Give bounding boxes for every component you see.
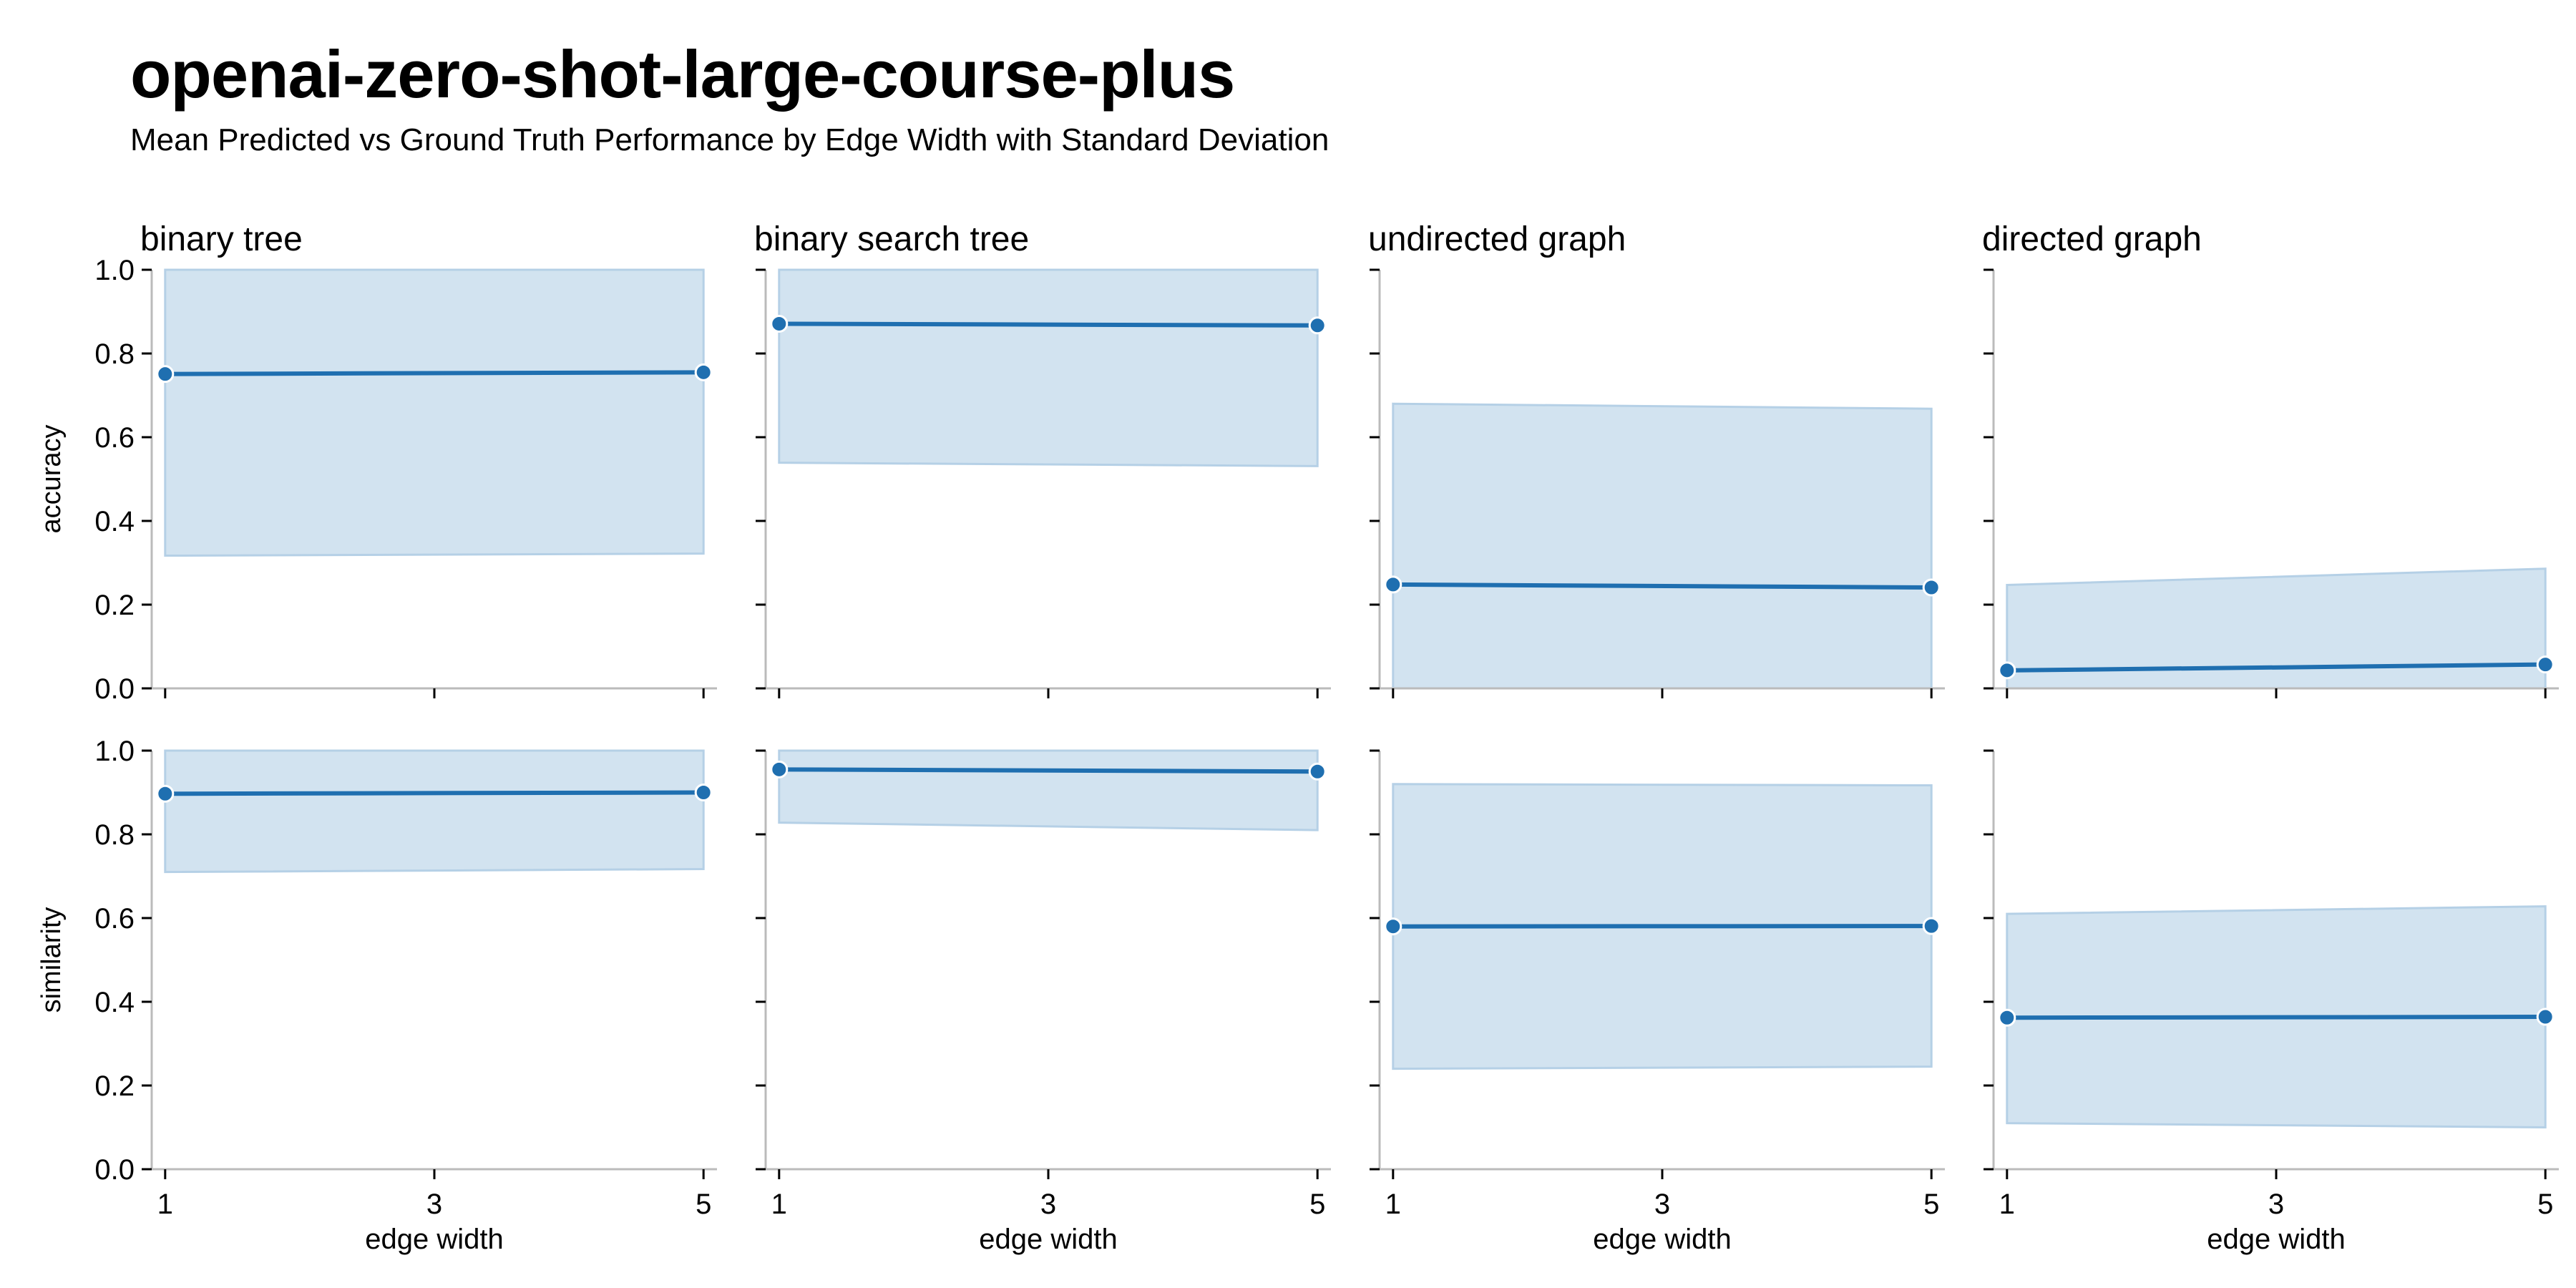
x-axis-label: edge width (979, 1224, 1117, 1255)
y-tick-label: 0.0 (94, 673, 135, 705)
mean-point (694, 784, 713, 801)
y-tick-label: 0.2 (94, 1070, 135, 1102)
x-tick-label: 5 (1923, 1189, 1939, 1220)
mean-point (1998, 661, 2016, 680)
mean-point (1384, 917, 1402, 936)
mean-point (1922, 917, 1941, 935)
mean-line (779, 321, 1318, 328)
facet-panel-similarity-undirected-graph (1370, 749, 1945, 1179)
facet-panel-accuracy-directed-graph (1984, 268, 2559, 698)
mean-point (770, 314, 789, 333)
y-tick-label: 0.4 (94, 506, 135, 537)
y-tick-label: 0.8 (94, 338, 135, 370)
mean-point (1998, 1008, 2016, 1027)
y-axis-label-accuracy: accuracy (36, 424, 67, 533)
facet-title-directed-graph: directed graph (1982, 220, 2202, 258)
y-tick-label: 1.0 (94, 255, 135, 286)
mean-line (165, 370, 704, 376)
mean-line (2006, 1015, 2546, 1020)
mean-point (156, 784, 175, 803)
mean-point (2536, 655, 2555, 674)
mean-point (1922, 578, 1941, 597)
x-tick-label: 5 (2537, 1189, 2553, 1220)
x-tick-label: 1 (771, 1189, 787, 1220)
mean-line (165, 790, 704, 796)
std-band (164, 268, 705, 557)
chart-title: openai-zero-shot-large-course-plus (130, 36, 1235, 112)
y-tick-label: 0.0 (94, 1154, 135, 1186)
x-axis-label: edge width (365, 1224, 503, 1255)
x-tick-label: 3 (1654, 1189, 1670, 1220)
mean-point (770, 760, 789, 779)
y-axis-label-similarity: similarity (36, 907, 67, 1013)
mean-point (1308, 762, 1327, 781)
y-tick-label: 0.6 (94, 903, 135, 935)
x-tick-label: 1 (157, 1189, 173, 1220)
facet-title-binary-search-tree: binary search tree (754, 220, 1029, 258)
mean-line (779, 767, 1318, 774)
facet-panel-accuracy-undirected-graph (1370, 268, 1945, 698)
mean-line (1392, 582, 1932, 590)
x-tick-label: 5 (696, 1189, 711, 1220)
chart-subtitle: Mean Predicted vs Ground Truth Performan… (130, 122, 1330, 157)
x-tick-label: 1 (1385, 1189, 1401, 1220)
mean-point (694, 363, 713, 381)
facet-panel-similarity-binary-search-tree (756, 749, 1331, 1179)
x-axis-label: edge width (2207, 1224, 2345, 1255)
mean-line (2006, 662, 2546, 673)
x-axis-label: edge width (1593, 1224, 1731, 1255)
y-tick-label: 0.6 (94, 422, 135, 454)
x-tick-label: 3 (1040, 1189, 1056, 1220)
y-tick-label: 0.8 (94, 819, 135, 851)
y-tick-label: 0.4 (94, 987, 135, 1018)
std-band (1392, 402, 1933, 690)
y-tick-label: 0.2 (94, 590, 135, 621)
std-band (778, 749, 1319, 831)
facet-panel-similarity-binary-tree (142, 749, 717, 1179)
mean-point (156, 365, 175, 384)
x-tick-label: 3 (426, 1189, 442, 1220)
facet-title-undirected-graph: undirected graph (1368, 220, 1626, 258)
facet-panel-accuracy-binary-search-tree (756, 268, 1331, 698)
facet-panel-similarity-directed-graph (1984, 749, 2559, 1179)
x-tick-label: 5 (1309, 1189, 1325, 1220)
std-band (778, 268, 1319, 467)
facet-title-binary-tree: binary tree (140, 220, 303, 258)
mean-point (2536, 1008, 2555, 1026)
x-tick-label: 1 (1999, 1189, 2015, 1220)
std-band (164, 749, 705, 874)
y-tick-label: 1.0 (94, 736, 135, 767)
mean-point (1308, 316, 1327, 335)
x-tick-label: 3 (2268, 1189, 2284, 1220)
mean-point (1384, 575, 1402, 594)
mean-line (1392, 924, 1932, 929)
facet-panel-accuracy-binary-tree (142, 268, 717, 698)
